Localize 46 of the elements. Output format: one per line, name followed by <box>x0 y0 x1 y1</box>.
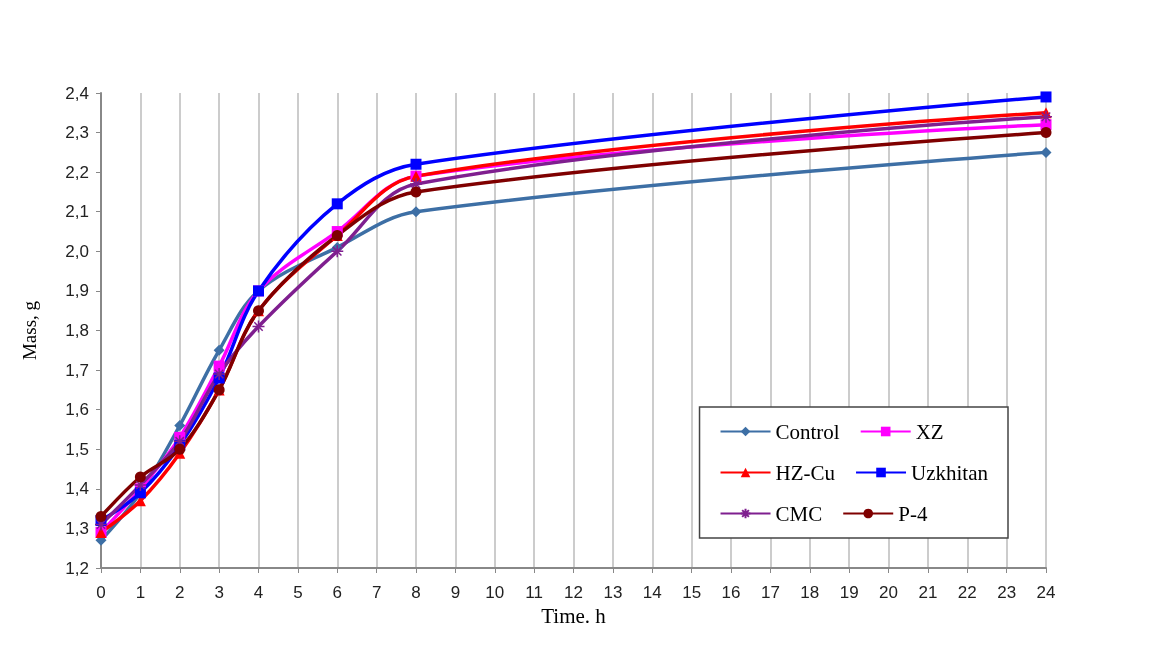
x-tick-label: 24 <box>1036 583 1056 602</box>
x-tick-label: 6 <box>332 583 342 602</box>
x-tick-label: 1 <box>135 583 146 602</box>
x-tick-label: 17 <box>760 583 780 602</box>
x-tick-label: 7 <box>371 583 382 602</box>
x-tick-label: 23 <box>997 583 1017 602</box>
y-tick-label: 1,3 <box>65 518 89 538</box>
y-tick-label: 1,2 <box>65 558 89 578</box>
x-tick-label: 12 <box>564 583 583 602</box>
y-tick-label: 1,9 <box>65 281 89 301</box>
legend-label: Control <box>775 419 840 444</box>
x-tick-label: 21 <box>918 583 938 602</box>
x-axis-title: Time. h <box>541 604 607 629</box>
x-tick-label: 9 <box>450 583 461 602</box>
legend-label: Uzkhitan <box>911 460 989 485</box>
x-tick-label: 11 <box>525 583 543 602</box>
y-axis-title: Mass, g <box>19 300 40 361</box>
x-tick-label: 5 <box>293 583 303 602</box>
legend-label: XZ <box>915 419 944 444</box>
legend-label: CMC <box>775 501 823 526</box>
y-tick-label: 2,4 <box>65 83 89 103</box>
x-tick-label: 22 <box>957 583 977 602</box>
x-tick-label: 15 <box>682 583 702 602</box>
y-tick-label: 2,3 <box>65 123 89 143</box>
y-tick-label: 2,0 <box>65 241 89 261</box>
x-tick-label: 2 <box>175 583 185 602</box>
y-tick-label: 1,8 <box>65 321 89 340</box>
legend-label: P-4 <box>898 501 928 526</box>
x-tick-label: 3 <box>214 583 224 602</box>
x-tick-label: 13 <box>603 583 623 602</box>
x-tick-label: 19 <box>839 583 859 602</box>
y-tick-label: 1,4 <box>65 479 89 499</box>
legend-label: HZ-Cu <box>775 460 836 485</box>
y-tick-label: 2,2 <box>65 162 89 182</box>
y-tick-label: 2,1 <box>65 202 89 222</box>
x-tick-label: 14 <box>642 583 662 602</box>
x-tick-label: 16 <box>721 583 741 602</box>
x-tick-label: 20 <box>879 583 898 602</box>
x-tick-label: 4 <box>253 583 264 602</box>
x-tick-label: 18 <box>800 583 820 602</box>
x-tick-label: 0 <box>96 583 106 602</box>
y-tick-label: 1,7 <box>65 360 89 380</box>
x-tick-label: 10 <box>485 583 505 602</box>
y-tick-label: 1,6 <box>65 400 89 420</box>
x-tick-label: 8 <box>411 583 421 602</box>
y-tick-label: 1,5 <box>65 439 89 459</box>
